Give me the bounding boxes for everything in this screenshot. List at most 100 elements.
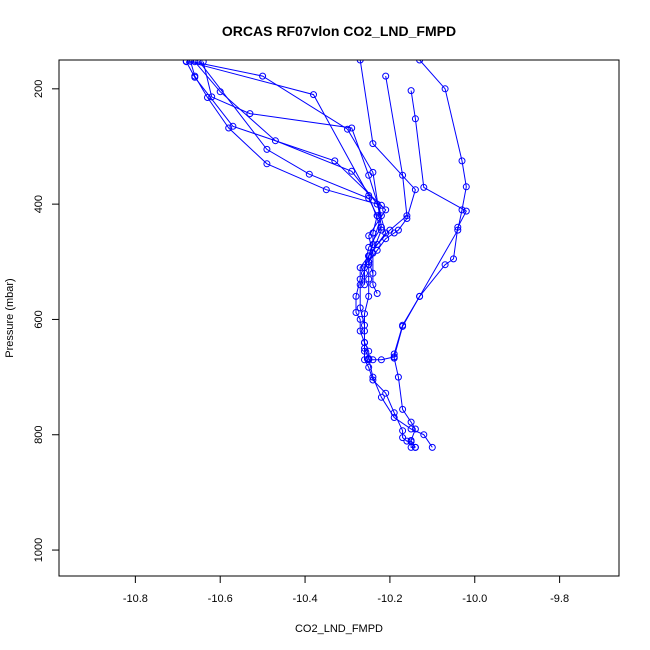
data-point	[462, 207, 470, 215]
data-point	[462, 183, 470, 191]
data-point	[369, 356, 377, 364]
data-point	[420, 183, 428, 191]
data-point	[441, 261, 449, 269]
data-point	[310, 91, 317, 99]
data-point	[348, 124, 356, 132]
data-point	[369, 373, 377, 381]
data-point	[450, 255, 457, 263]
data-point	[382, 235, 390, 243]
data-point	[411, 115, 419, 123]
y-tick-label: 1000	[33, 538, 45, 562]
data-point	[365, 194, 373, 202]
y-axis: 200 400 600 800 1000	[33, 80, 59, 562]
data-point	[259, 72, 267, 80]
data-point	[399, 427, 407, 435]
data-point	[399, 171, 407, 179]
data-point	[352, 309, 360, 316]
x-tick-label: -10.2	[377, 593, 402, 605]
data-point	[377, 356, 385, 364]
data-point	[373, 212, 381, 220]
data-point	[191, 73, 199, 81]
data-point	[428, 443, 436, 451]
data-point	[441, 85, 449, 93]
y-tick-label: 200	[33, 80, 45, 98]
data-point	[331, 157, 339, 165]
chart-title: ORCAS RF07vlon CO2_LND_FMPD	[222, 23, 456, 39]
data-point	[356, 60, 364, 64]
data-point	[361, 310, 368, 318]
x-tick-label: -10.8	[123, 593, 148, 605]
data-point	[403, 215, 411, 222]
data-point	[382, 72, 390, 80]
data-point	[373, 290, 381, 297]
data-point	[344, 125, 351, 133]
series-line	[359, 60, 416, 274]
y-tick-label: 600	[33, 310, 45, 328]
data-point	[390, 414, 398, 421]
data-point	[365, 243, 373, 251]
data-point	[225, 124, 233, 132]
x-axis: -10.8 -10.6 -10.4 -10.2 -10.0 -9.8	[123, 576, 569, 605]
data-point	[369, 269, 377, 277]
series-line	[185, 61, 387, 294]
x-tick-label: -9.8	[550, 593, 569, 605]
data-point	[246, 110, 254, 118]
data-point	[411, 443, 419, 451]
data-point	[407, 437, 415, 444]
data-point	[322, 186, 330, 194]
series-line	[368, 60, 467, 361]
y-tick-label: 400	[33, 195, 45, 213]
data-point	[411, 186, 419, 194]
data-point	[399, 434, 407, 442]
data-point	[382, 206, 390, 214]
data-point	[361, 327, 368, 335]
data-point	[407, 425, 415, 433]
data-point	[263, 160, 271, 168]
data-point	[195, 60, 203, 65]
x-axis-label: CO2_LND_FMPD	[295, 623, 383, 635]
series-layer	[182, 60, 470, 451]
data-point	[399, 322, 407, 330]
x-tick-label: -10.6	[208, 593, 233, 605]
data-point	[399, 405, 407, 413]
data-point	[305, 170, 313, 178]
data-point	[365, 347, 373, 355]
data-point	[356, 264, 364, 272]
data-point	[361, 339, 368, 346]
data-point	[416, 60, 424, 64]
y-axis-label: Pressure (mbar)	[4, 278, 16, 357]
data-point	[356, 304, 364, 312]
data-point	[365, 275, 373, 283]
data-point	[182, 60, 190, 65]
data-point	[382, 389, 390, 397]
data-point	[407, 87, 415, 95]
data-point	[458, 206, 466, 214]
data-point	[229, 122, 237, 130]
data-point	[390, 353, 398, 361]
data-point	[420, 431, 428, 439]
data-point	[377, 393, 385, 401]
data-point	[365, 292, 373, 300]
data-point	[369, 281, 377, 289]
data-point	[416, 292, 424, 300]
data-point	[407, 418, 415, 426]
data-point	[208, 93, 216, 101]
data-point	[361, 356, 368, 364]
data-point	[365, 258, 373, 266]
x-tick-label: -10.4	[293, 593, 318, 605]
data-point	[369, 140, 377, 148]
data-point	[263, 145, 271, 153]
data-point	[348, 167, 356, 175]
plot-frame	[58, 59, 620, 577]
data-point	[199, 60, 207, 66]
data-point	[356, 281, 364, 289]
data-point	[365, 363, 373, 371]
x-tick-label: -10.0	[462, 593, 487, 605]
data-point	[356, 327, 364, 335]
data-point	[373, 246, 381, 254]
data-point	[390, 229, 398, 237]
data-point	[352, 292, 360, 300]
data-point	[365, 356, 373, 364]
